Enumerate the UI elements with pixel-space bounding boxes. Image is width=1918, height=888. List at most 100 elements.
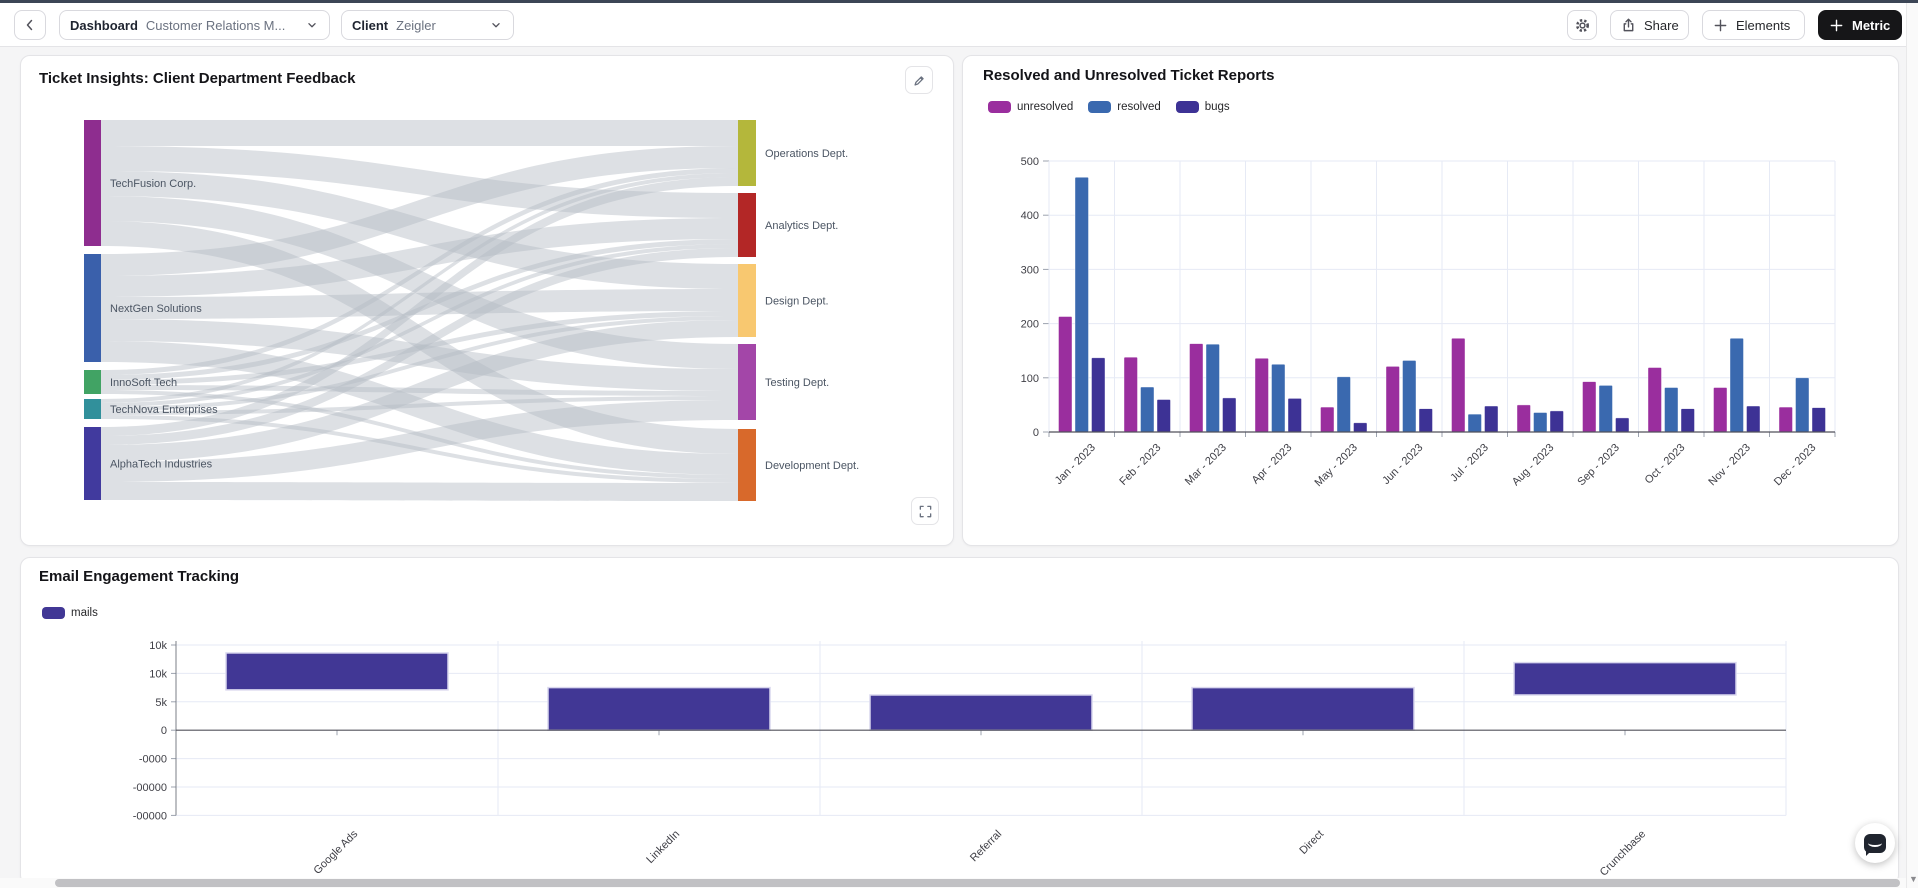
bar-unresolved-jul-2023[interactable] xyxy=(1451,337,1466,433)
bar-unresolved-aug-2023[interactable] xyxy=(1516,404,1531,433)
bar-unresolved-nov-2023[interactable] xyxy=(1713,387,1728,433)
bar-mails-crunchbase[interactable] xyxy=(1513,661,1737,696)
bar-bugs-oct-2023[interactable] xyxy=(1680,408,1695,433)
sankey-link-technova-enterprises-to-testing-dept[interactable] xyxy=(101,396,738,415)
chat-launcher-button[interactable] xyxy=(1855,823,1895,863)
bar-unresolved-jun-2023[interactable] xyxy=(1385,366,1400,433)
sankey-link-alphatech-industries-to-analytics-dept[interactable] xyxy=(101,248,738,445)
share-button-label: Share xyxy=(1644,17,1679,33)
sankey-link-techfusion-corp-to-operations-dept[interactable] xyxy=(101,120,738,146)
bar-resolved-apr-2023[interactable] xyxy=(1271,363,1286,433)
bar-unresolved-jan-2023[interactable] xyxy=(1058,316,1073,433)
sankey-link-alphatech-industries-to-testing-dept[interactable] xyxy=(101,400,738,482)
sankey-link-alphatech-industries-to-design-dept[interactable] xyxy=(101,320,738,462)
bar-bugs-nov-2023[interactable] xyxy=(1746,405,1761,433)
bar-mails-referral[interactable] xyxy=(869,694,1093,731)
bar-bugs-may-2023[interactable] xyxy=(1353,422,1368,433)
bar-unresolved-mar-2023[interactable] xyxy=(1189,343,1204,433)
bar-resolved-aug-2023[interactable] xyxy=(1533,412,1548,433)
legend-item-resolved[interactable]: resolved xyxy=(1088,101,1161,113)
sankey-node-operations-dept[interactable] xyxy=(738,120,756,186)
sankey-node-analytics-dept[interactable] xyxy=(738,193,756,257)
legend-item-bugs[interactable]: bugs xyxy=(1175,101,1230,113)
expand-button[interactable] xyxy=(911,497,939,525)
bar-unresolved-dec-2023[interactable] xyxy=(1778,406,1793,433)
bar-resolved-oct-2023[interactable] xyxy=(1664,387,1679,433)
horizontal-scrollbar-thumb[interactable] xyxy=(55,879,1900,887)
bar-unresolved-feb-2023[interactable] xyxy=(1123,356,1138,433)
bar-unresolved-may-2023[interactable] xyxy=(1320,406,1335,433)
sankey-link-innosoft-tech-to-testing-dept[interactable] xyxy=(101,385,738,396)
settings-button[interactable] xyxy=(1567,10,1597,40)
bar-bugs-mar-2023[interactable] xyxy=(1222,397,1237,433)
edit-button[interactable] xyxy=(905,66,933,94)
bar-bugs-sep-2023[interactable] xyxy=(1615,417,1630,433)
bar-resolved-nov-2023[interactable] xyxy=(1729,337,1744,433)
sankey-link-nextgen-solutions-to-operations-dept[interactable] xyxy=(101,146,738,276)
sankey-node-testing-dept[interactable] xyxy=(738,344,756,420)
bar-resolved-feb-2023[interactable] xyxy=(1140,386,1155,433)
share-button[interactable]: Share xyxy=(1610,10,1689,40)
metric-button[interactable]: Metric xyxy=(1818,10,1902,40)
sankey-link-techfusion-corp-to-analytics-dept[interactable] xyxy=(101,146,738,218)
svg-text:-00000: -00000 xyxy=(133,782,167,794)
bar-resolved-jul-2023[interactable] xyxy=(1467,413,1482,433)
sankey-link-technova-enterprises-to-design-dept[interactable] xyxy=(101,316,738,411)
bar-unresolved-apr-2023[interactable] xyxy=(1254,357,1269,433)
bar-resolved-sep-2023[interactable] xyxy=(1598,385,1613,433)
bar-resolved-mar-2023[interactable] xyxy=(1205,343,1220,433)
bar-mails-direct[interactable] xyxy=(1191,686,1415,731)
bar-resolved-may-2023[interactable] xyxy=(1336,376,1351,433)
sankey-link-alphatech-industries-to-development-dept[interactable] xyxy=(101,482,738,501)
sankey-link-alphatech-industries-to-operations-dept[interactable] xyxy=(101,177,738,436)
sankey-node-alphatech-industries[interactable] xyxy=(84,427,101,500)
sankey-link-techfusion-corp-to-development-dept[interactable] xyxy=(101,221,738,454)
sankey-node-techfusion-corp[interactable] xyxy=(84,120,101,246)
legend-item-mails[interactable]: mails xyxy=(42,607,98,619)
bar-bugs-apr-2023[interactable] xyxy=(1287,398,1302,433)
dashboard-selector[interactable]: Dashboard Customer Relations M... xyxy=(59,10,330,40)
sankey-link-techfusion-corp-to-design-dept[interactable] xyxy=(101,171,738,289)
sankey-link-techfusion-corp-to-testing-dept[interactable] xyxy=(101,196,738,369)
bar-resolved-dec-2023[interactable] xyxy=(1795,377,1810,433)
sankey-node-nextgen-solutions[interactable] xyxy=(84,254,101,362)
bar-resolved-jun-2023[interactable] xyxy=(1402,360,1417,433)
sankey-node-technova-enterprises[interactable] xyxy=(84,399,101,419)
bar-unresolved-oct-2023[interactable] xyxy=(1647,367,1662,433)
sankey-link-nextgen-solutions-to-design-dept[interactable] xyxy=(101,289,738,319)
legend-item-unresolved[interactable]: unresolved xyxy=(988,101,1073,113)
legend-swatch xyxy=(1088,101,1112,113)
sankey-link-innosoft-tech-to-development-dept[interactable] xyxy=(101,390,738,479)
sankey-link-innosoft-tech-to-analytics-dept[interactable] xyxy=(101,239,738,380)
bar-resolved-jan-2023[interactable] xyxy=(1074,176,1089,433)
bar-bugs-feb-2023[interactable] xyxy=(1156,399,1171,433)
bar-mails-google-ads[interactable] xyxy=(225,652,449,691)
bar-bugs-jan-2023[interactable] xyxy=(1091,357,1106,433)
bar-mails-linkedin[interactable] xyxy=(547,686,771,731)
bar-bugs-dec-2023[interactable] xyxy=(1811,407,1826,433)
sankey-node-design-dept[interactable] xyxy=(738,264,756,337)
sankey-node-innosoft-tech[interactable] xyxy=(84,370,101,394)
sankey-link-nextgen-solutions-to-development-dept[interactable] xyxy=(101,341,738,475)
sankey-link-technova-enterprises-to-analytics-dept[interactable] xyxy=(101,244,738,407)
back-button[interactable] xyxy=(14,10,46,40)
sankey-link-innosoft-tech-to-operations-dept[interactable] xyxy=(101,168,738,375)
bar-bugs-aug-2023[interactable] xyxy=(1549,410,1564,433)
bar-bugs-jul-2023[interactable] xyxy=(1484,405,1499,433)
sankey-link-technova-enterprises-to-operations-dept[interactable] xyxy=(101,173,738,403)
svg-text:10k: 10k xyxy=(149,640,167,652)
client-selector[interactable]: Client Zeigler xyxy=(341,10,514,40)
horizontal-scrollbar[interactable] xyxy=(0,878,1906,888)
bar-bugs-jun-2023[interactable] xyxy=(1418,408,1433,433)
sankey-link-nextgen-solutions-to-analytics-dept[interactable] xyxy=(101,218,738,297)
scroll-down-arrow[interactable]: ▼ xyxy=(1909,874,1918,884)
sankey-link-innosoft-tech-to-design-dept[interactable] xyxy=(101,311,738,385)
legend-swatch xyxy=(988,101,1011,113)
sankey-link-nextgen-solutions-to-testing-dept[interactable] xyxy=(101,319,738,391)
elements-button[interactable]: Elements xyxy=(1702,10,1805,40)
vertical-scrollbar[interactable]: ▼ xyxy=(1906,3,1918,888)
sankey-node-development-dept[interactable] xyxy=(738,429,756,501)
sankey-link-technova-enterprises-to-development-dept[interactable] xyxy=(101,415,738,483)
bar-unresolved-sep-2023[interactable] xyxy=(1582,381,1597,433)
svg-text:Jun - 2023: Jun - 2023 xyxy=(1380,442,1425,487)
